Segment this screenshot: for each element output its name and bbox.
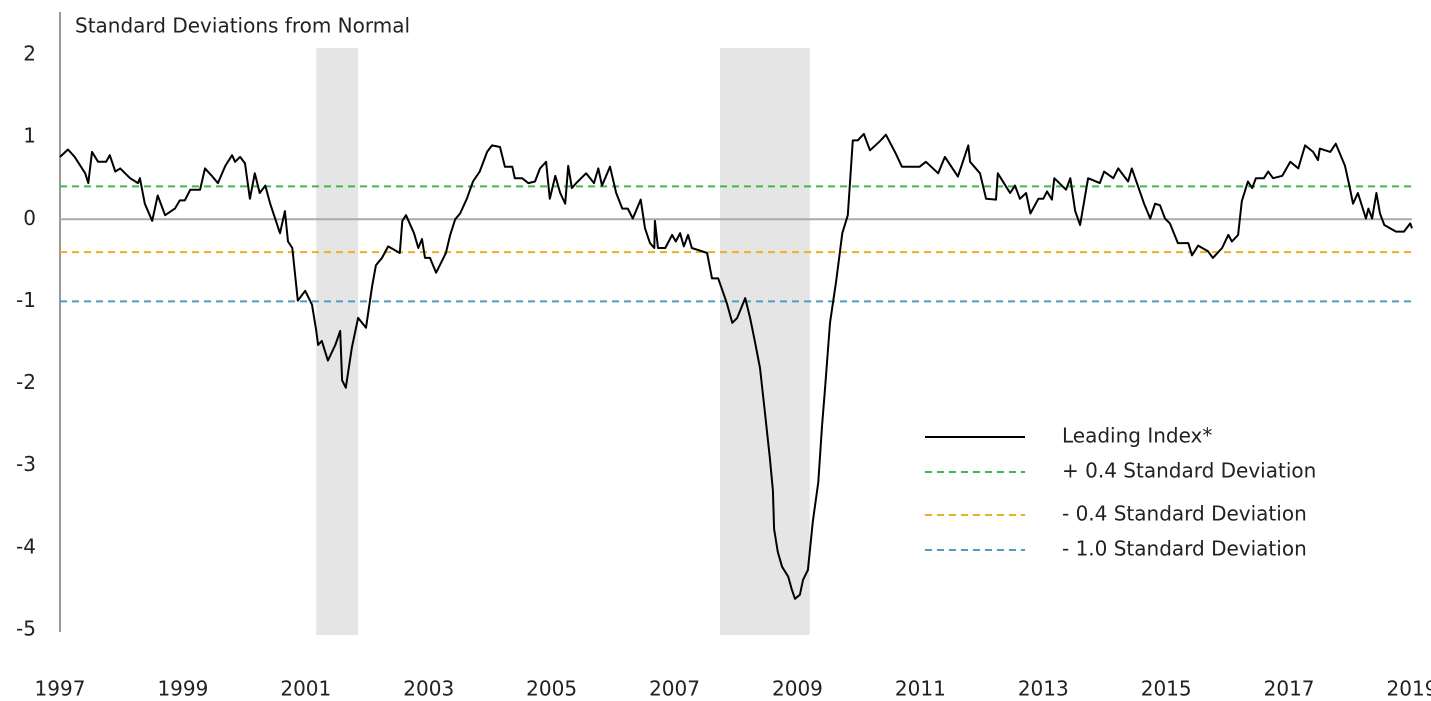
x-tick-label: 2009 [772, 677, 823, 701]
legend-label: - 0.4 Standard Deviation [1062, 502, 1307, 526]
chart-title: Standard Deviations from Normal [75, 14, 410, 38]
y-tick-label: -2 [16, 370, 36, 394]
x-tick-label: 2013 [1018, 677, 1069, 701]
x-tick-label: 2001 [280, 677, 331, 701]
y-tick-label: 1 [23, 124, 36, 148]
y-tick-label: 0 [23, 206, 36, 230]
x-tick-label: 2017 [1264, 677, 1315, 701]
y-tick-label: -5 [16, 617, 36, 641]
x-tick-label: 1997 [35, 677, 86, 701]
legend-label: - 1.0 Standard Deviation [1062, 537, 1307, 561]
x-tick-label: 2011 [895, 677, 946, 701]
y-tick-label: -4 [16, 534, 36, 558]
legend-label: + 0.4 Standard Deviation [1062, 459, 1316, 483]
x-tick-label: 1999 [157, 677, 208, 701]
leading-index-line [59, 132, 1413, 600]
y-tick-label: 2 [23, 42, 36, 66]
y-tick-label: -1 [16, 288, 36, 312]
x-tick-label: 2019 [1387, 677, 1431, 701]
x-tick-label: 2005 [526, 677, 577, 701]
legend-label: Leading Index* [1062, 424, 1212, 448]
x-tick-label: 2015 [1141, 677, 1192, 701]
x-tick-label: 2007 [649, 677, 700, 701]
x-tick-label: 2003 [403, 677, 454, 701]
y-tick-label: -3 [16, 452, 36, 476]
recession-band [720, 48, 810, 635]
